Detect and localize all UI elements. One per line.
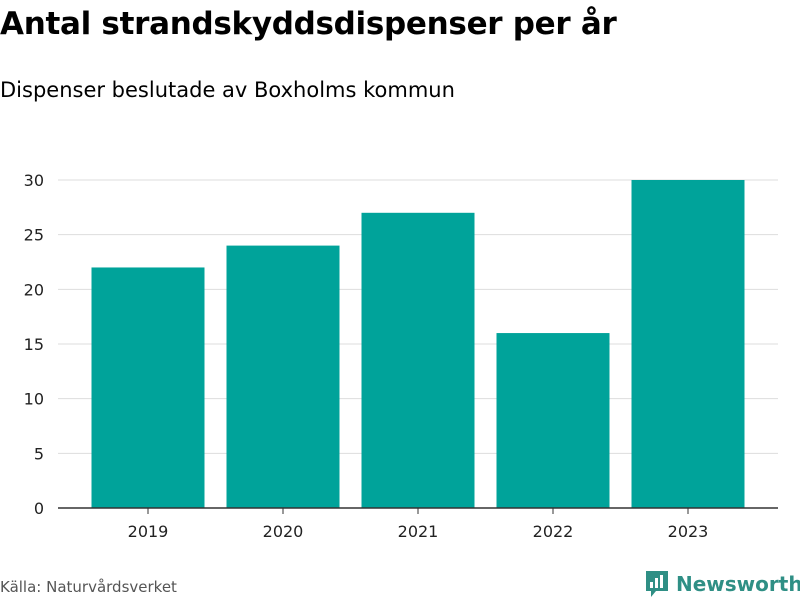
- y-tick-label: 20: [24, 280, 44, 299]
- x-tick-label: 2019: [128, 522, 169, 541]
- y-tick-label: 10: [24, 390, 44, 409]
- newsworthy-logo: Newsworthy: [644, 569, 800, 599]
- chart-subtitle: Dispenser beslutade av Boxholms kommun: [0, 78, 455, 102]
- y-tick-label: 0: [34, 499, 44, 518]
- bar-2022: [496, 333, 610, 508]
- x-axis-ticks: 2019 2020 2021 2022 2023: [128, 508, 709, 541]
- newsworthy-logo-icon: [646, 571, 668, 597]
- y-axis-ticks: 0 5 10 15 20 25 30: [24, 171, 44, 518]
- brand-name: Newsworthy: [676, 572, 800, 596]
- y-tick-label: 25: [24, 226, 44, 245]
- bar-2019: [91, 267, 205, 508]
- x-tick-label: 2023: [668, 522, 709, 541]
- bar-2020: [226, 245, 340, 508]
- y-tick-label: 15: [24, 335, 44, 354]
- bar-2021: [361, 212, 475, 509]
- y-tick-label: 30: [24, 171, 44, 190]
- x-tick-label: 2021: [398, 522, 439, 541]
- chart-title: Antal strandskyddsdispenser per år: [0, 6, 617, 42]
- bar-2023: [631, 180, 745, 508]
- x-tick-label: 2022: [533, 522, 574, 541]
- y-tick-label: 5: [34, 444, 44, 463]
- bars: [91, 180, 745, 509]
- source-note: Källa: Naturvårdsverket: [0, 578, 177, 596]
- x-tick-label: 2020: [263, 522, 304, 541]
